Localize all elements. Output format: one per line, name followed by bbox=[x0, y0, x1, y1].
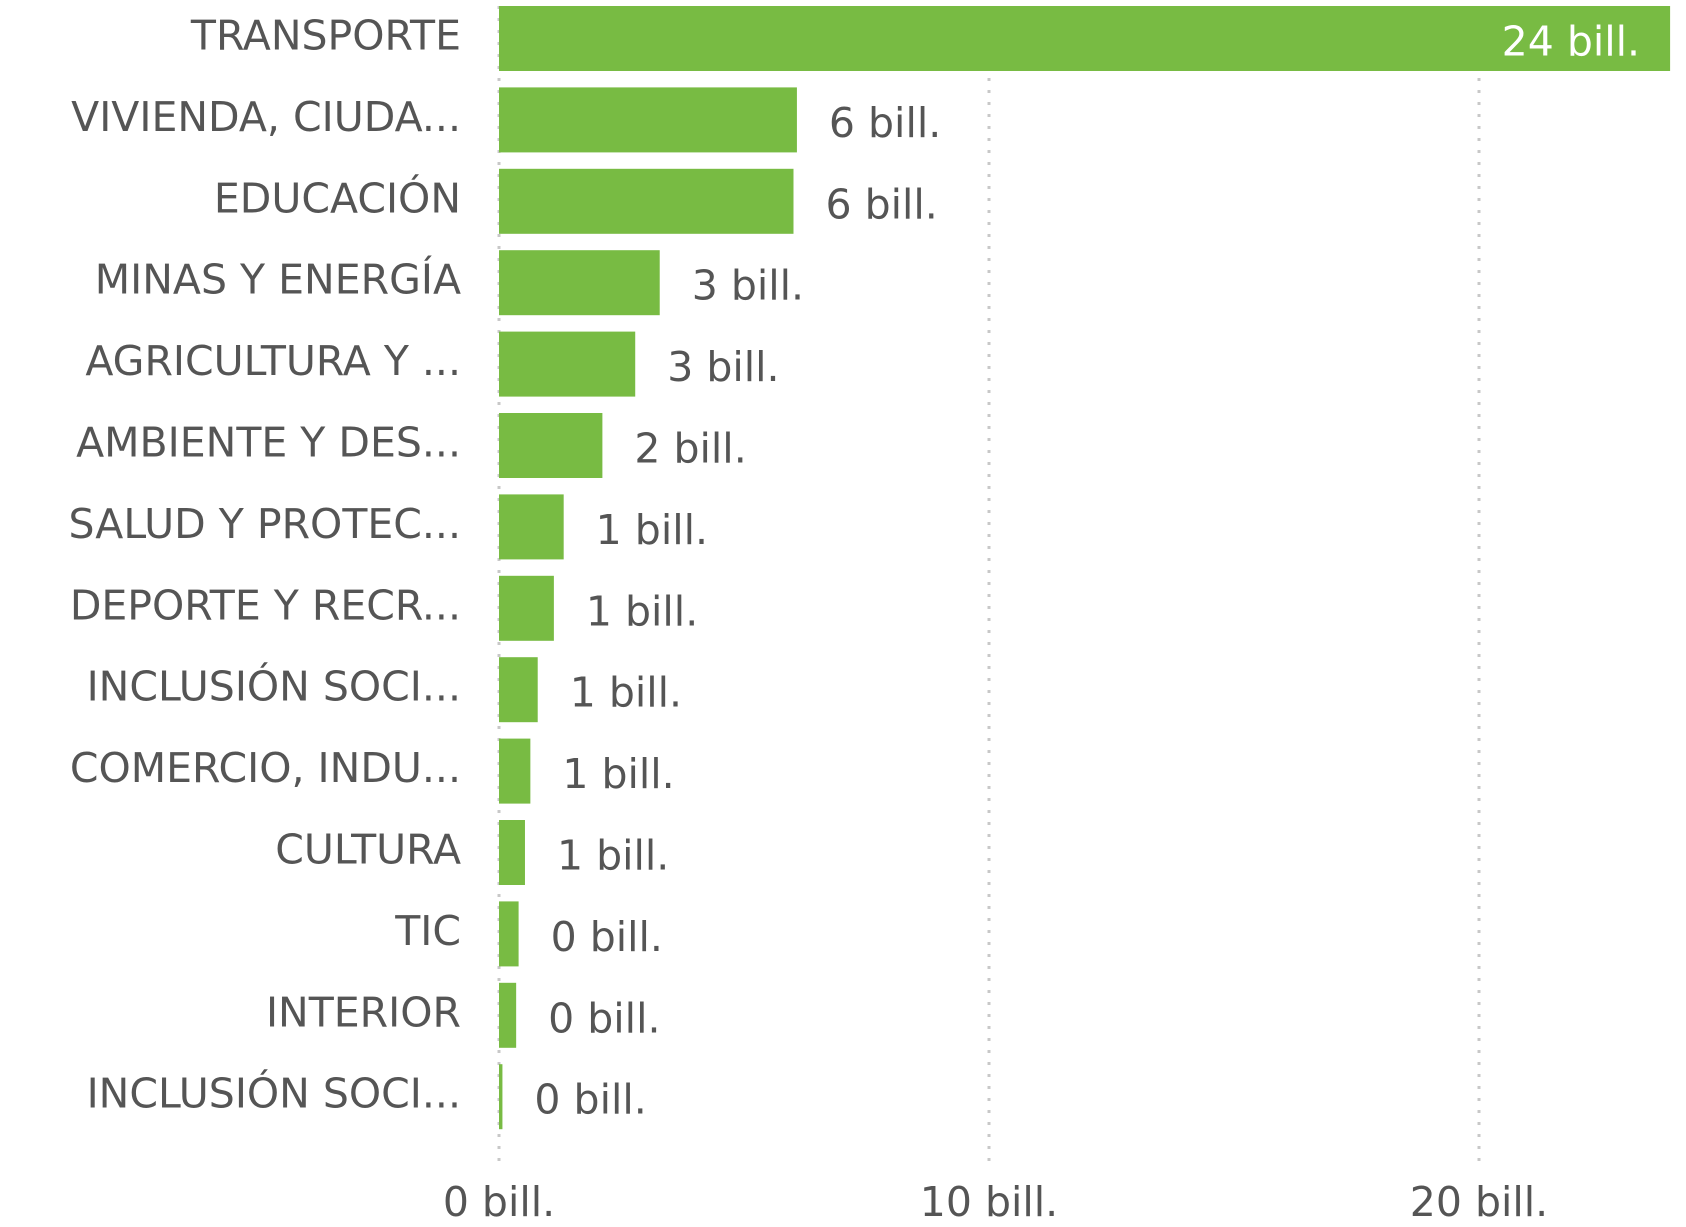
data-label: 1 bill. bbox=[596, 506, 708, 554]
bar bbox=[499, 982, 517, 1048]
bar bbox=[499, 331, 636, 397]
bar bbox=[499, 738, 531, 804]
y-tick-label: TIC bbox=[394, 907, 461, 955]
bar bbox=[499, 250, 660, 316]
y-tick-label: EDUCACIÓN bbox=[214, 174, 461, 222]
bar bbox=[499, 901, 519, 967]
data-label: 0 bill. bbox=[534, 1076, 646, 1124]
bar bbox=[499, 575, 554, 641]
data-label: 1 bill. bbox=[557, 832, 669, 880]
data-label: 3 bill. bbox=[667, 343, 779, 391]
data-label: 2 bill. bbox=[634, 425, 746, 473]
y-tick-label: INCLUSIÓN SOCI... bbox=[87, 1070, 461, 1118]
data-label: 6 bill. bbox=[829, 99, 941, 147]
data-label: 0 bill. bbox=[548, 994, 660, 1042]
y-tick-label: INCLUSIÓN SOCI... bbox=[87, 663, 461, 711]
y-tick-label: COMERCIO, INDU... bbox=[70, 744, 461, 792]
y-tick-label: MINAS Y ENERGÍA bbox=[95, 256, 461, 304]
x-tick-label: 10 bill. bbox=[920, 1178, 1058, 1226]
bar bbox=[499, 657, 538, 723]
data-label: 3 bill. bbox=[692, 262, 804, 310]
bar bbox=[499, 87, 797, 153]
y-tick-label: SALUD Y PROTEC... bbox=[69, 500, 461, 548]
data-label: 24 bill. bbox=[1502, 18, 1640, 66]
bar bbox=[499, 413, 603, 478]
bar bbox=[499, 6, 1671, 71]
y-tick-label: DEPORTE Y RECR... bbox=[70, 581, 461, 629]
x-tick-label: 0 bill. bbox=[443, 1178, 555, 1226]
y-tick-label: AGRICULTURA Y ... bbox=[85, 337, 461, 385]
bar bbox=[499, 494, 564, 560]
bar bbox=[499, 1064, 503, 1130]
x-tick-label: 20 bill. bbox=[1410, 1178, 1548, 1226]
y-tick-label: TRANSPORTE bbox=[190, 12, 461, 60]
y-tick-label: VIVIENDA, CIUDA... bbox=[71, 93, 461, 141]
bar bbox=[499, 168, 794, 234]
y-tick-label: AMBIENTE Y DES... bbox=[76, 419, 461, 467]
y-tick-label: INTERIOR bbox=[266, 988, 461, 1036]
data-label: 1 bill. bbox=[562, 750, 674, 798]
data-label: 1 bill. bbox=[570, 669, 682, 717]
data-label: 1 bill. bbox=[586, 587, 698, 635]
data-label: 0 bill. bbox=[551, 913, 663, 961]
data-label: 6 bill. bbox=[825, 180, 937, 228]
y-tick-label: CULTURA bbox=[275, 826, 461, 874]
bar bbox=[499, 820, 525, 885]
